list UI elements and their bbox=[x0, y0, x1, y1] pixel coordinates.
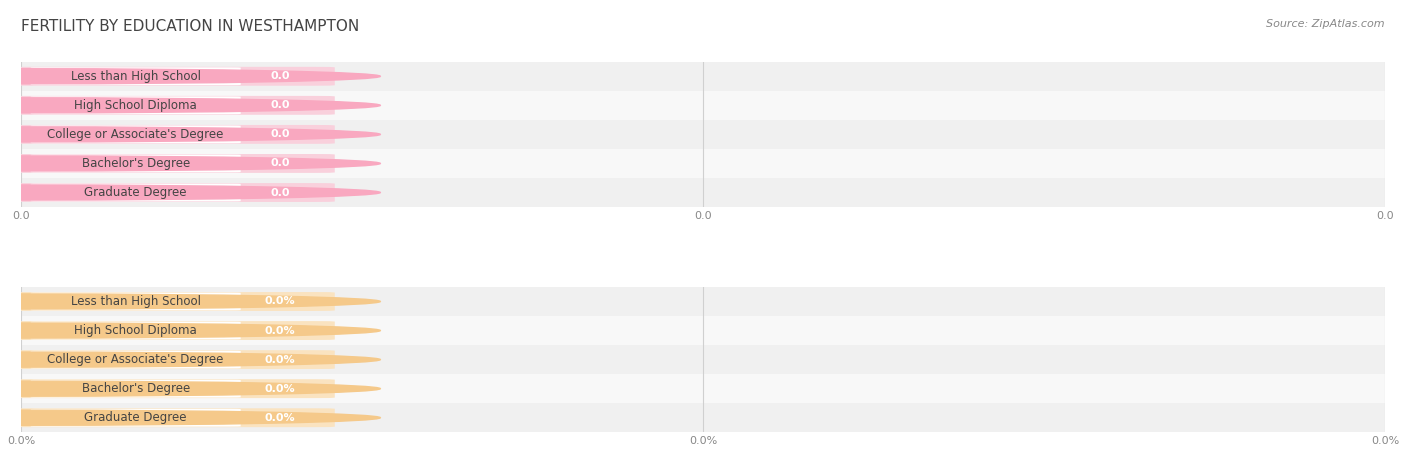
FancyBboxPatch shape bbox=[4, 321, 335, 340]
Circle shape bbox=[0, 156, 380, 171]
Circle shape bbox=[0, 381, 380, 396]
FancyBboxPatch shape bbox=[4, 154, 335, 173]
Text: 0.0: 0.0 bbox=[270, 100, 290, 110]
Circle shape bbox=[0, 410, 380, 425]
Text: High School Diploma: High School Diploma bbox=[75, 99, 197, 112]
Circle shape bbox=[0, 323, 380, 338]
Text: Graduate Degree: Graduate Degree bbox=[84, 411, 187, 424]
FancyBboxPatch shape bbox=[21, 91, 1385, 120]
FancyBboxPatch shape bbox=[21, 287, 1385, 316]
Text: Bachelor's Degree: Bachelor's Degree bbox=[82, 382, 190, 395]
FancyBboxPatch shape bbox=[31, 351, 240, 369]
Text: 0.0: 0.0 bbox=[270, 159, 290, 169]
Text: High School Diploma: High School Diploma bbox=[75, 324, 197, 337]
FancyBboxPatch shape bbox=[31, 184, 240, 201]
FancyBboxPatch shape bbox=[31, 125, 240, 143]
FancyBboxPatch shape bbox=[31, 96, 240, 114]
Circle shape bbox=[0, 294, 380, 309]
FancyBboxPatch shape bbox=[4, 350, 335, 369]
FancyBboxPatch shape bbox=[4, 292, 335, 311]
Circle shape bbox=[0, 127, 380, 142]
FancyBboxPatch shape bbox=[21, 316, 1385, 345]
FancyBboxPatch shape bbox=[21, 120, 1385, 149]
FancyBboxPatch shape bbox=[21, 62, 1385, 91]
FancyBboxPatch shape bbox=[4, 408, 335, 427]
Text: 0.0%: 0.0% bbox=[264, 296, 295, 306]
Text: 0.0%: 0.0% bbox=[264, 413, 295, 423]
FancyBboxPatch shape bbox=[21, 345, 1385, 374]
FancyBboxPatch shape bbox=[31, 154, 240, 172]
Text: Graduate Degree: Graduate Degree bbox=[84, 186, 187, 199]
FancyBboxPatch shape bbox=[4, 379, 335, 398]
FancyBboxPatch shape bbox=[4, 67, 335, 86]
Circle shape bbox=[0, 352, 380, 367]
Text: 0.0: 0.0 bbox=[270, 71, 290, 81]
Text: 0.0: 0.0 bbox=[270, 188, 290, 198]
Text: College or Associate's Degree: College or Associate's Degree bbox=[48, 353, 224, 366]
FancyBboxPatch shape bbox=[31, 409, 240, 427]
FancyBboxPatch shape bbox=[21, 178, 1385, 207]
Text: College or Associate's Degree: College or Associate's Degree bbox=[48, 128, 224, 141]
Text: Source: ZipAtlas.com: Source: ZipAtlas.com bbox=[1267, 19, 1385, 29]
FancyBboxPatch shape bbox=[21, 149, 1385, 178]
FancyBboxPatch shape bbox=[31, 380, 240, 398]
Text: 0.0: 0.0 bbox=[270, 129, 290, 139]
Circle shape bbox=[0, 98, 380, 113]
Text: Less than High School: Less than High School bbox=[70, 70, 201, 83]
FancyBboxPatch shape bbox=[31, 67, 240, 85]
Text: 0.0%: 0.0% bbox=[264, 384, 295, 394]
FancyBboxPatch shape bbox=[31, 293, 240, 310]
Text: 0.0%: 0.0% bbox=[264, 355, 295, 365]
Text: Less than High School: Less than High School bbox=[70, 295, 201, 308]
FancyBboxPatch shape bbox=[4, 125, 335, 144]
FancyBboxPatch shape bbox=[21, 403, 1385, 432]
Text: FERTILITY BY EDUCATION IN WESTHAMPTON: FERTILITY BY EDUCATION IN WESTHAMPTON bbox=[21, 19, 360, 34]
FancyBboxPatch shape bbox=[4, 96, 335, 115]
FancyBboxPatch shape bbox=[21, 374, 1385, 403]
FancyBboxPatch shape bbox=[31, 322, 240, 340]
FancyBboxPatch shape bbox=[4, 183, 335, 202]
Text: Bachelor's Degree: Bachelor's Degree bbox=[82, 157, 190, 170]
Circle shape bbox=[0, 185, 380, 200]
Circle shape bbox=[0, 69, 380, 84]
Text: 0.0%: 0.0% bbox=[264, 325, 295, 335]
